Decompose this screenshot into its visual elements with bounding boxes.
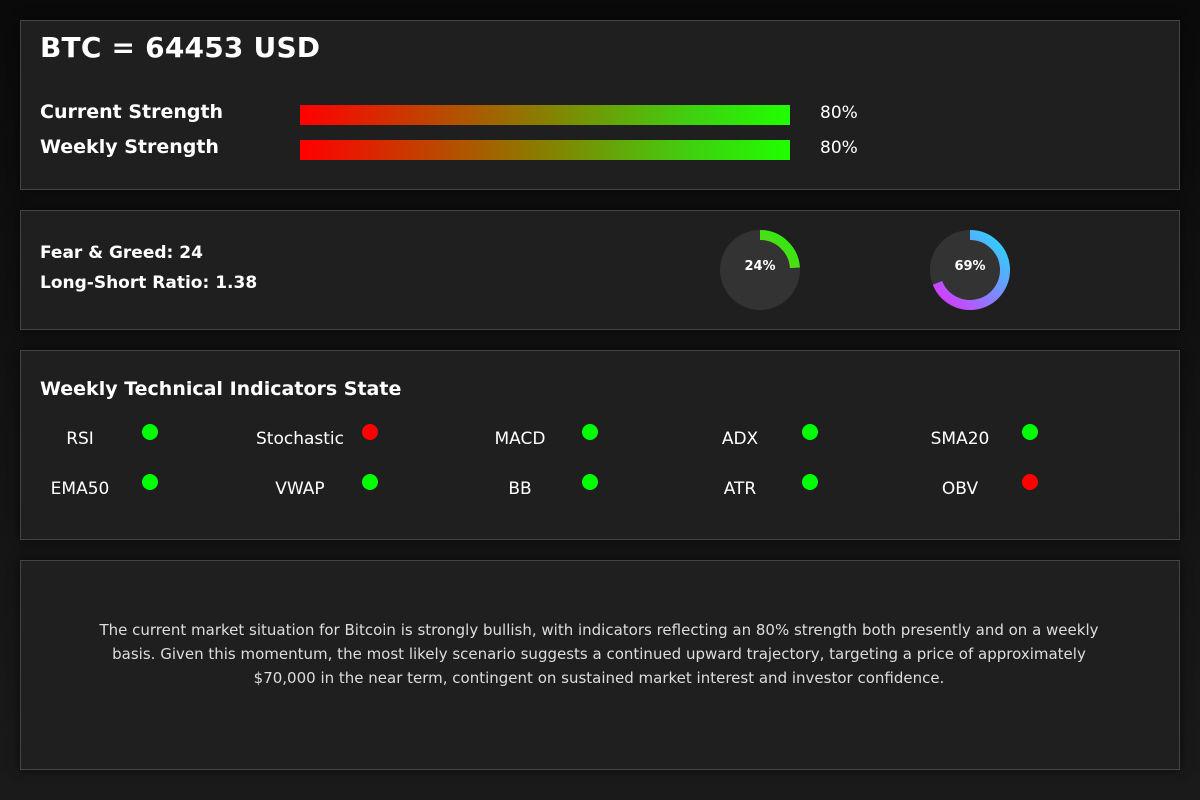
donut-value-arc [759, 230, 800, 269]
weekly-strength-bar [300, 140, 790, 160]
indicator-name-obv: OBV [941, 479, 979, 499]
sentiment-panel: Fear & Greed: 24 Long-Short Ratio: 1.38 … [20, 210, 1180, 330]
weekly-strength-label: Weekly Strength [40, 136, 219, 158]
current-strength-percent: 80% [820, 103, 858, 123]
indicator-status-dot-sma20 [1022, 424, 1038, 440]
indicator-name-sma20: SMA20 [930, 429, 990, 449]
indicator-name-ema50: EMA50 [50, 479, 110, 499]
fear-greed-donut [720, 230, 800, 310]
donut-value-arc [932, 230, 1010, 310]
weekly-strength-fill [300, 140, 790, 160]
indicator-name-atr: ATR [723, 479, 757, 499]
indicator-name-macd: MACD [494, 429, 546, 449]
indicators-title: Weekly Technical Indicators State [40, 378, 402, 400]
long-short-donut [930, 230, 1010, 310]
long-short-ratio-text: Long-Short Ratio: 1.38 [40, 273, 258, 293]
indicator-status-dot-bb [582, 474, 598, 490]
donut-track [720, 230, 800, 310]
indicator-name-stochastic: Stochastic [256, 429, 344, 449]
price-title: BTC = 64453 USD [40, 31, 321, 64]
long-short-donut-label: 69% [954, 259, 986, 274]
current-strength-fill [300, 105, 790, 125]
indicator-status-dot-vwap [362, 474, 378, 490]
fear-greed-donut-chart [720, 230, 800, 310]
indicator-status-dot-ema50 [142, 474, 158, 490]
fear-greed-text: Fear & Greed: 24 [40, 243, 203, 263]
long-short-donut-chart [930, 230, 1010, 310]
current-strength-bar [300, 105, 790, 125]
indicator-status-dot-macd [582, 424, 598, 440]
indicator-status-dot-adx [802, 424, 818, 440]
indicator-name-bb: BB [508, 479, 532, 499]
indicator-status-dot-rsi [142, 424, 158, 440]
summary-panel: The current market situation for Bitcoin… [20, 560, 1180, 770]
indicator-name-rsi: RSI [66, 429, 94, 449]
indicator-status-dot-stochastic [362, 424, 378, 440]
fear-greed-donut-label: 24% [744, 259, 776, 274]
price-panel: BTC = 64453 USD Current Strength 80% Wee… [20, 20, 1180, 190]
indicator-name-adx: ADX [721, 429, 759, 449]
weekly-strength-percent: 80% [820, 138, 858, 158]
indicators-panel: Weekly Technical Indicators State RSI St… [20, 350, 1180, 540]
current-strength-label: Current Strength [40, 101, 224, 123]
indicator-status-dot-obv [1022, 474, 1038, 490]
indicator-status-dot-atr [802, 474, 818, 490]
market-summary-text: The current market situation for Bitcoin… [99, 621, 1099, 687]
indicator-name-vwap: VWAP [275, 479, 325, 499]
donut-track [930, 230, 1010, 310]
